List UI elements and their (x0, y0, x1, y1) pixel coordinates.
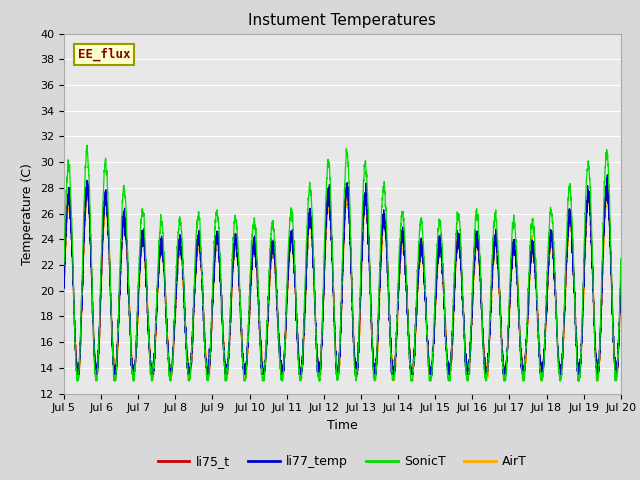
SonicT (250, 224, 257, 229)
SonicT (467, 323, 475, 328)
Text: EE_flux: EE_flux (78, 48, 131, 61)
Line: li75_t: li75_t (64, 183, 621, 374)
SonicT (587, 192, 595, 198)
AirT (617, 283, 625, 288)
li77_temp (587, 212, 595, 217)
SonicT (483, 371, 491, 376)
AirT (250, 246, 257, 252)
li77_temp (250, 242, 257, 248)
li77_temp (467, 324, 475, 330)
li75_t (324, 196, 332, 202)
SonicT (324, 161, 332, 167)
X-axis label: Time: Time (327, 419, 358, 432)
li77_temp (617, 278, 625, 284)
SonicT (60, 262, 68, 268)
AirT (92, 378, 100, 384)
li77_temp (594, 370, 602, 376)
Y-axis label: Temperature (C): Temperature (C) (22, 163, 35, 264)
li75_t (467, 330, 475, 336)
li75_t (60, 283, 68, 288)
AirT (594, 371, 602, 376)
li75_t (83, 180, 91, 186)
li75_t (74, 372, 81, 377)
SonicT (594, 378, 602, 384)
SonicT (73, 378, 81, 384)
li75_t (594, 372, 602, 377)
li77_temp (60, 282, 68, 288)
AirT (603, 182, 611, 188)
li77_temp (604, 172, 611, 178)
li75_t (617, 280, 625, 286)
AirT (483, 370, 491, 375)
li75_t (250, 242, 257, 248)
Legend: li75_t, li77_temp, SonicT, AirT: li75_t, li77_temp, SonicT, AirT (153, 450, 532, 473)
Line: AirT: AirT (64, 185, 621, 381)
AirT (587, 216, 595, 221)
li75_t (483, 369, 491, 374)
AirT (467, 333, 475, 339)
li77_temp (483, 372, 491, 377)
li77_temp (324, 196, 332, 202)
AirT (324, 200, 332, 206)
AirT (60, 289, 68, 295)
Line: SonicT: SonicT (64, 145, 621, 381)
li75_t (587, 217, 595, 223)
Line: li77_temp: li77_temp (64, 175, 621, 374)
SonicT (83, 143, 91, 148)
li77_temp (73, 372, 81, 377)
Title: Instument Temperatures: Instument Temperatures (248, 13, 436, 28)
SonicT (617, 256, 625, 262)
